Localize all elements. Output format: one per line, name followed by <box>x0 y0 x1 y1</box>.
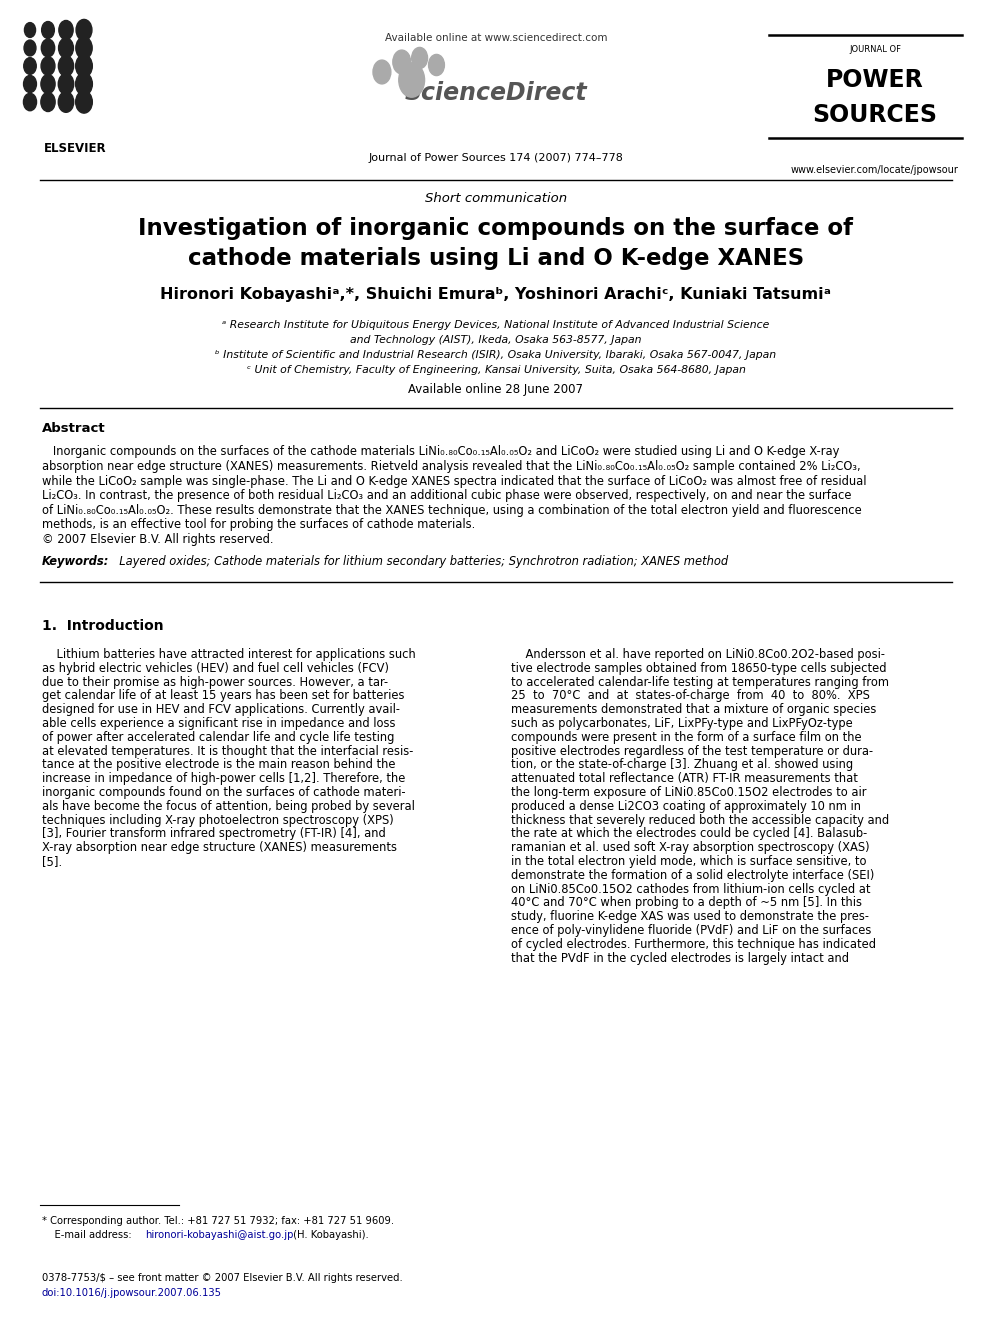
Text: Keywords:: Keywords: <box>42 556 109 568</box>
Text: demonstrate the formation of a solid electrolyte interface (SEI): demonstrate the formation of a solid ele… <box>511 869 874 882</box>
Text: produced a dense Li2CO3 coating of approximately 10 nm in: produced a dense Li2CO3 coating of appro… <box>511 800 861 812</box>
Text: Available online at www.sciencedirect.com: Available online at www.sciencedirect.co… <box>385 33 607 44</box>
Text: to accelerated calendar-life testing at temperatures ranging from: to accelerated calendar-life testing at … <box>511 676 889 688</box>
Text: doi:10.1016/j.jpowsour.2007.06.135: doi:10.1016/j.jpowsour.2007.06.135 <box>42 1289 222 1298</box>
Text: techniques including X-ray photoelectron spectroscopy (XPS): techniques including X-ray photoelectron… <box>42 814 394 827</box>
Text: of cycled electrodes. Furthermore, this technique has indicated: of cycled electrodes. Furthermore, this … <box>511 938 876 951</box>
Circle shape <box>76 20 92 41</box>
Text: [5].: [5]. <box>42 855 62 868</box>
Text: ence of poly-vinylidene fluoride (PVdF) and LiF on the surfaces: ence of poly-vinylidene fluoride (PVdF) … <box>511 923 871 937</box>
Circle shape <box>59 56 73 77</box>
Text: tive electrode samples obtained from 18650-type cells subjected: tive electrode samples obtained from 186… <box>511 662 887 675</box>
Circle shape <box>41 57 55 75</box>
Text: as hybrid electric vehicles (HEV) and fuel cell vehicles (FCV): as hybrid electric vehicles (HEV) and fu… <box>42 662 389 675</box>
Text: Available online 28 June 2007: Available online 28 June 2007 <box>409 384 583 397</box>
Text: Andersson et al. have reported on LiNi0.8Co0.2O2-based posi-: Andersson et al. have reported on LiNi0.… <box>511 648 885 662</box>
Text: the rate at which the electrodes could be cycled [4]. Balasub-: the rate at which the electrodes could b… <box>511 827 867 840</box>
Text: get calendar life of at least 15 years has been set for batteries: get calendar life of at least 15 years h… <box>42 689 405 703</box>
Text: (H. Kobayashi).: (H. Kobayashi). <box>290 1230 369 1240</box>
Text: methods, is an effective tool for probing the surfaces of cathode materials.: methods, is an effective tool for probin… <box>42 519 475 531</box>
Text: Lithium batteries have attracted interest for applications such: Lithium batteries have attracted interes… <box>42 648 416 662</box>
Text: increase in impedance of high-power cells [1,2]. Therefore, the: increase in impedance of high-power cell… <box>42 773 406 785</box>
Text: in the total electron yield mode, which is surface sensitive, to: in the total electron yield mode, which … <box>511 855 866 868</box>
Circle shape <box>24 75 37 93</box>
Text: tion, or the state-of-charge [3]. Zhuang et al. showed using: tion, or the state-of-charge [3]. Zhuang… <box>511 758 853 771</box>
Text: www.elsevier.com/locate/jpowsour: www.elsevier.com/locate/jpowsour <box>791 165 959 175</box>
Text: attenuated total reflectance (ATR) FT-IR measurements that: attenuated total reflectance (ATR) FT-IR… <box>511 773 858 785</box>
Text: POWER: POWER <box>826 67 924 93</box>
Text: als have become the focus of attention, being probed by several: als have become the focus of attention, … <box>42 800 415 812</box>
Text: and Technology (AIST), Ikeda, Osaka 563-8577, Japan: and Technology (AIST), Ikeda, Osaka 563-… <box>350 335 642 345</box>
Circle shape <box>41 93 56 111</box>
Circle shape <box>25 22 36 37</box>
Text: the long-term exposure of LiNi0.85Co0.15O2 electrodes to air: the long-term exposure of LiNi0.85Co0.15… <box>511 786 866 799</box>
Text: cathode materials using Li and O K-edge XANES: cathode materials using Li and O K-edge … <box>187 246 805 270</box>
Text: inorganic compounds found on the surfaces of cathode materi-: inorganic compounds found on the surface… <box>42 786 406 799</box>
Text: JOURNAL OF: JOURNAL OF <box>849 45 901 54</box>
Text: of LiNi₀.₈₀Co₀.₁₅Al₀.₀₅O₂. These results demonstrate that the XANES technique, u: of LiNi₀.₈₀Co₀.₁₅Al₀.₀₅O₂. These results… <box>42 504 862 516</box>
Circle shape <box>59 74 73 94</box>
Text: tance at the positive electrode is the main reason behind the: tance at the positive electrode is the m… <box>42 758 396 771</box>
Circle shape <box>41 74 56 94</box>
Text: 25  to  70°C  and  at  states-of-charge  from  40  to  80%.  XPS: 25 to 70°C and at states-of-charge from … <box>511 689 870 703</box>
Text: study, fluorine K-edge XAS was used to demonstrate the pres-: study, fluorine K-edge XAS was used to d… <box>511 910 869 923</box>
Circle shape <box>399 62 425 97</box>
Text: thickness that severely reduced both the accessible capacity and: thickness that severely reduced both the… <box>511 814 889 827</box>
Circle shape <box>75 73 92 95</box>
Text: © 2007 Elsevier B.V. All rights reserved.: © 2007 Elsevier B.V. All rights reserved… <box>42 532 274 545</box>
Circle shape <box>75 37 92 60</box>
Circle shape <box>59 38 73 58</box>
Text: designed for use in HEV and FCV applications. Currently avail-: designed for use in HEV and FCV applicat… <box>42 704 400 716</box>
Text: Abstract: Abstract <box>42 422 105 434</box>
Circle shape <box>75 54 92 77</box>
Circle shape <box>373 60 391 83</box>
Text: Hironori Kobayashiᵃ,*, Shuichi Emuraᵇ, Yoshinori Arachiᶜ, Kuniaki Tatsumiᵃ: Hironori Kobayashiᵃ,*, Shuichi Emuraᵇ, Y… <box>161 287 831 303</box>
Text: ELSEVIER: ELSEVIER <box>44 142 106 155</box>
Text: ᵇ Institute of Scientific and Industrial Research (ISIR), Osaka University, Ibar: ᵇ Institute of Scientific and Industrial… <box>215 351 777 360</box>
Text: ᵃ Research Institute for Ubiquitous Energy Devices, National Institute of Advanc: ᵃ Research Institute for Ubiquitous Ener… <box>222 320 770 329</box>
Text: Short communication: Short communication <box>425 192 567 205</box>
Circle shape <box>24 58 37 74</box>
Text: Investigation of inorganic compounds on the surface of: Investigation of inorganic compounds on … <box>139 217 853 239</box>
Circle shape <box>42 40 55 57</box>
Text: absorption near edge structure (XANES) measurements. Rietveld analysis revealed : absorption near edge structure (XANES) m… <box>42 460 861 474</box>
Circle shape <box>429 54 444 75</box>
Text: SOURCES: SOURCES <box>812 103 937 127</box>
Text: 0378-7753/$ – see front matter © 2007 Elsevier B.V. All rights reserved.: 0378-7753/$ – see front matter © 2007 El… <box>42 1273 403 1283</box>
Circle shape <box>59 20 73 40</box>
Text: * Corresponding author. Tel.: +81 727 51 7932; fax: +81 727 51 9609.: * Corresponding author. Tel.: +81 727 51… <box>42 1216 394 1226</box>
Text: positive electrodes regardless of the test temperature or dura-: positive electrodes regardless of the te… <box>511 745 873 758</box>
Text: at elevated temperatures. It is thought that the interfacial resis-: at elevated temperatures. It is thought … <box>42 745 414 758</box>
Text: that the PVdF in the cycled electrodes is largely intact and: that the PVdF in the cycled electrodes i… <box>511 951 849 964</box>
Text: Li₂CO₃. In contrast, the presence of both residual Li₂CO₃ and an additional cubi: Li₂CO₃. In contrast, the presence of bot… <box>42 490 851 501</box>
Text: Journal of Power Sources 174 (2007) 774–778: Journal of Power Sources 174 (2007) 774–… <box>369 153 623 163</box>
Circle shape <box>24 40 36 56</box>
Circle shape <box>59 91 73 112</box>
Text: such as polycarbonates, LiF, LixPFy-type and LixPFyOz-type: such as polycarbonates, LiF, LixPFy-type… <box>511 717 853 730</box>
Text: measurements demonstrated that a mixture of organic species: measurements demonstrated that a mixture… <box>511 704 876 716</box>
Circle shape <box>24 93 37 111</box>
Text: due to their promise as high-power sources. However, a tar-: due to their promise as high-power sourc… <box>42 676 388 688</box>
Text: able cells experience a significant rise in impedance and loss: able cells experience a significant rise… <box>42 717 396 730</box>
Text: 40°C and 70°C when probing to a depth of ~5 nm [5]. In this: 40°C and 70°C when probing to a depth of… <box>511 897 862 909</box>
Text: ᶜ Unit of Chemistry, Faculty of Engineering, Kansai University, Suita, Osaka 564: ᶜ Unit of Chemistry, Faculty of Engineer… <box>247 365 745 374</box>
Text: E-mail address:: E-mail address: <box>42 1230 135 1240</box>
Circle shape <box>412 48 428 69</box>
Text: Inorganic compounds on the surfaces of the cathode materials LiNi₀.₈₀Co₀.₁₅Al₀.₀: Inorganic compounds on the surfaces of t… <box>42 446 839 459</box>
Text: X-ray absorption near edge structure (XANES) measurements: X-ray absorption near edge structure (XA… <box>42 841 397 855</box>
Circle shape <box>42 21 55 38</box>
Text: while the LiCoO₂ sample was single-phase. The Li and O K-edge XANES spectra indi: while the LiCoO₂ sample was single-phase… <box>42 475 866 487</box>
Text: compounds were present in the form of a surface film on the: compounds were present in the form of a … <box>511 730 862 744</box>
Text: Layered oxides; Cathode materials for lithium secondary batteries; Synchrotron r: Layered oxides; Cathode materials for li… <box>112 556 728 568</box>
Circle shape <box>393 50 411 74</box>
Text: hironori-kobayashi@aist.go.jp: hironori-kobayashi@aist.go.jp <box>145 1230 294 1240</box>
Text: on LiNi0.85Co0.15O2 cathodes from lithium-ion cells cycled at: on LiNi0.85Co0.15O2 cathodes from lithiu… <box>511 882 871 896</box>
Text: ScienceDirect: ScienceDirect <box>405 81 587 105</box>
Text: [3], Fourier transform infrared spectrometry (FT-IR) [4], and: [3], Fourier transform infrared spectrom… <box>42 827 386 840</box>
Circle shape <box>75 91 92 112</box>
Text: 1.  Introduction: 1. Introduction <box>42 619 164 634</box>
Text: of power after accelerated calendar life and cycle life testing: of power after accelerated calendar life… <box>42 730 395 744</box>
Text: ramanian et al. used soft X-ray absorption spectroscopy (XAS): ramanian et al. used soft X-ray absorpti… <box>511 841 870 855</box>
